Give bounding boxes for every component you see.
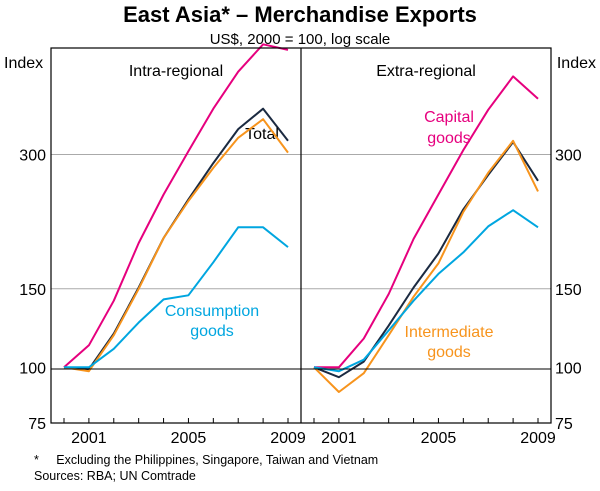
series-label: goods — [427, 344, 471, 361]
x-tick-label-2001: 2001 — [321, 430, 357, 447]
series-label: Intermediate — [405, 324, 494, 341]
series-line-intermediate-goods — [63, 118, 289, 373]
panels: Intra-regionalTotalConsumptiongoodsExtra… — [63, 43, 539, 393]
series-label: goods — [427, 130, 471, 147]
series-line-capital-goods — [63, 43, 289, 369]
y-tick-left-150: 150 — [19, 282, 46, 299]
y-axis-label-right: Index — [557, 55, 596, 72]
series-line-capital-goods — [314, 75, 539, 369]
x-tick-label-2001: 2001 — [71, 430, 107, 447]
y-tick-left-100: 100 — [19, 360, 46, 377]
tick-labels: 75 75 100 100 150 150 300 300 2001 2005 2009 2001 20… — [19, 148, 582, 447]
x-tick-label-2009: 2009 — [270, 430, 306, 447]
series-label: Consumption — [165, 303, 259, 320]
series-line-total — [313, 141, 539, 379]
series-label: goods — [190, 323, 234, 340]
panel-title: Intra-regional — [129, 63, 223, 80]
y-tick-left-75: 75 — [28, 416, 46, 433]
y-tick-right-75: 75 — [555, 416, 573, 433]
y-tick-right-100: 100 — [555, 360, 582, 377]
series-line-consumption-goods — [64, 226, 289, 369]
x-tick-label-2009: 2009 — [520, 430, 556, 447]
chart-title: East Asia* – Merchandise Exports — [123, 2, 477, 27]
y-tick-left-300: 300 — [19, 148, 46, 165]
y-tick-right-300: 300 — [555, 148, 582, 165]
panel-1: Extra-regional Capital goods Intermediate go… — [313, 63, 539, 393]
chart-subtitle: US$, 2000 = 100, log scale — [210, 31, 391, 48]
panel-title: Extra-regional — [376, 63, 476, 80]
footnote-asterisk: * Excluding the Philippines, Singapore, … — [34, 453, 378, 467]
y-tick-right-150: 150 — [555, 282, 582, 299]
series-label: Capital — [424, 109, 474, 126]
x-tick-label-2005: 2005 — [171, 430, 207, 447]
series-line-intermediate-goods — [313, 139, 539, 393]
series-line-consumption-goods — [313, 209, 539, 373]
y-axis-label-left: Index — [4, 55, 43, 72]
x-tick-label-2005: 2005 — [421, 430, 457, 447]
footnote-sources: Sources: RBA; UN Comtrade — [34, 469, 196, 483]
